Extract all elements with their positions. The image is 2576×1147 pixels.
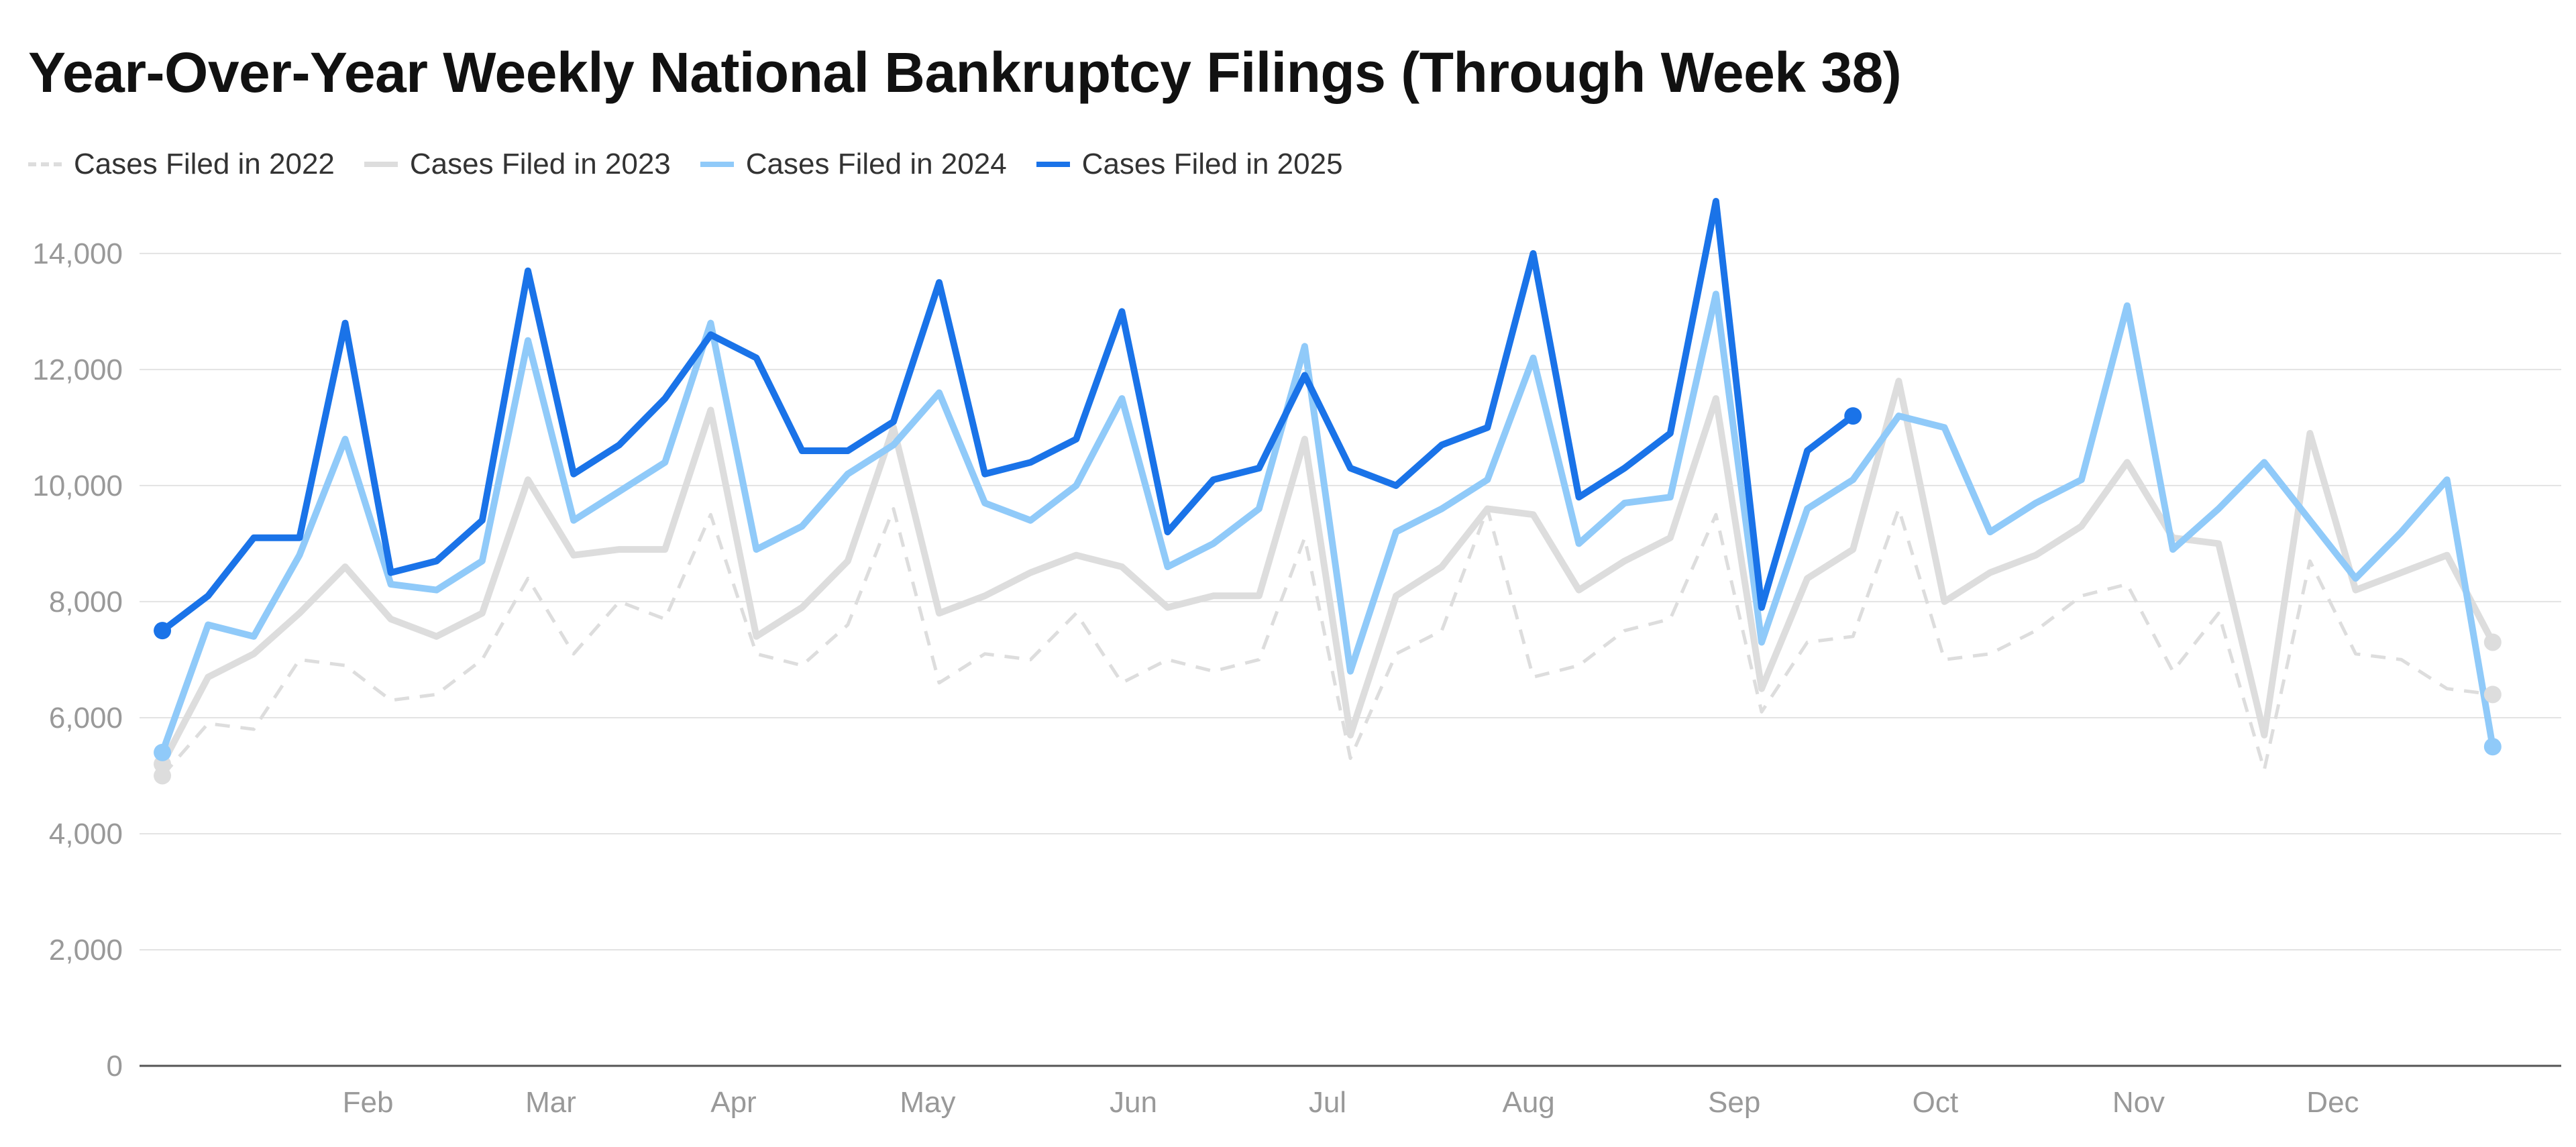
- y-tick-label: 12,000: [32, 353, 123, 386]
- x-tick-label: Aug: [1502, 1086, 1554, 1119]
- chart-title: Year-Over-Year Weekly National Bankruptc…: [28, 41, 1902, 104]
- series-line-2022: [161, 507, 2493, 777]
- legend-item-2022: Cases Filed in 2022: [28, 148, 335, 181]
- y-axis-ticks: 0 2,000 4,000 6,000 8,000 10,000 12,000 14,000: [32, 237, 123, 1083]
- series-endpoint-2025: [1844, 407, 1862, 425]
- legend-swatch-2023: [364, 162, 398, 167]
- series-lines: [159, 198, 2496, 777]
- legend-label-2025: Cases Filed in 2025: [1081, 148, 1343, 180]
- series-endpoint-2025: [154, 622, 172, 640]
- x-tick-label: Apr: [710, 1086, 756, 1119]
- series-endpoints: [154, 407, 2502, 785]
- legend-swatch-2025: [1036, 162, 1070, 167]
- y-tick-label: 4,000: [49, 818, 123, 851]
- y-tick-label: 8,000: [49, 586, 123, 618]
- y-tick-label: 6,000: [49, 702, 123, 734]
- legend-label-2022: Cases Filed in 2022: [74, 148, 335, 180]
- series-endpoint-2024: [2483, 738, 2502, 756]
- x-axis-ticks: Feb Mar Apr May Jun Jul Aug Sep Oct Nov Dec: [343, 1086, 2359, 1119]
- series-endpoint-2024: [154, 743, 172, 761]
- y-tick-label: 0: [107, 1050, 123, 1083]
- series-endpoint-2022: [2483, 686, 2502, 704]
- chart-legend: Cases Filed in 2022 Cases Filed in 2023 …: [28, 144, 1343, 184]
- x-tick-label: Oct: [1913, 1086, 1958, 1119]
- y-tick-label: 10,000: [32, 470, 123, 502]
- x-tick-label: Feb: [343, 1086, 394, 1119]
- series-line-2023: [159, 378, 2496, 768]
- x-tick-label: Sep: [1708, 1086, 1760, 1119]
- series-line-2025: [159, 198, 1857, 635]
- legend-swatch-2022: [28, 162, 62, 166]
- legend-label-2024: Cases Filed in 2024: [745, 148, 1007, 180]
- x-tick-label: Mar: [525, 1086, 576, 1119]
- y-tick-label: 14,000: [32, 237, 123, 270]
- series-line-2024: [159, 290, 2496, 756]
- grid-lines: [140, 252, 2561, 950]
- x-tick-label: Jun: [1110, 1086, 1157, 1119]
- legend-item-2024: Cases Filed in 2024: [700, 148, 1007, 181]
- series-endpoint-2023: [2483, 633, 2502, 651]
- legend-item-2025: Cases Filed in 2025: [1036, 148, 1343, 181]
- x-tick-label: Jul: [1309, 1086, 1346, 1119]
- x-tick-label: May: [900, 1086, 955, 1119]
- legend-swatch-2024: [700, 162, 734, 167]
- x-tick-label: Nov: [2112, 1086, 2165, 1119]
- x-tick-label: Dec: [2306, 1086, 2359, 1119]
- legend-item-2023: Cases Filed in 2023: [364, 148, 671, 181]
- legend-label-2023: Cases Filed in 2023: [409, 148, 671, 180]
- y-tick-label: 2,000: [49, 934, 123, 967]
